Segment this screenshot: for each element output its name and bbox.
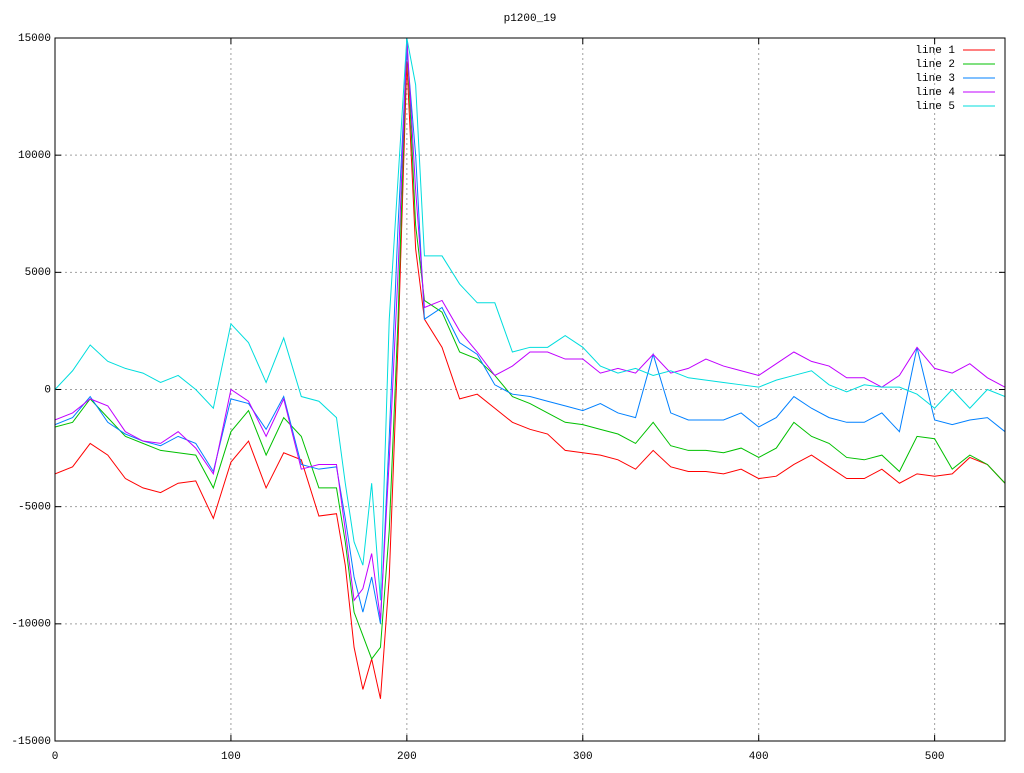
x-tick-label: 400 <box>749 751 769 763</box>
y-tick-label: 15000 <box>18 33 51 45</box>
x-tick-label: 500 <box>925 751 945 763</box>
legend-label: line 5 <box>915 101 955 113</box>
x-tick-label: 200 <box>397 751 417 763</box>
line-series <box>55 61 1005 699</box>
x-tick-label: 100 <box>221 751 241 763</box>
y-tick-label: 0 <box>44 384 51 396</box>
legend-label: line 4 <box>915 87 955 99</box>
y-tick-label: -5000 <box>18 502 51 514</box>
y-tick-label: -10000 <box>11 619 51 631</box>
line-series <box>55 38 1005 620</box>
legend-label: line 2 <box>915 59 955 71</box>
y-tick-label: 10000 <box>18 150 51 162</box>
legend-label: line 1 <box>915 45 955 57</box>
plot-area <box>55 38 1005 699</box>
y-tick-label: -15000 <box>11 736 51 748</box>
y-tick-label: 5000 <box>25 267 51 279</box>
line-series <box>55 49 1005 624</box>
legend-label: line 3 <box>915 73 955 85</box>
line-series <box>55 38 1005 601</box>
x-tick-label: 0 <box>52 751 59 763</box>
plot-border <box>54 37 1006 742</box>
line-series <box>55 38 1005 661</box>
chart-title: p1200_19 <box>504 13 557 25</box>
x-tick-label: 300 <box>573 751 593 763</box>
